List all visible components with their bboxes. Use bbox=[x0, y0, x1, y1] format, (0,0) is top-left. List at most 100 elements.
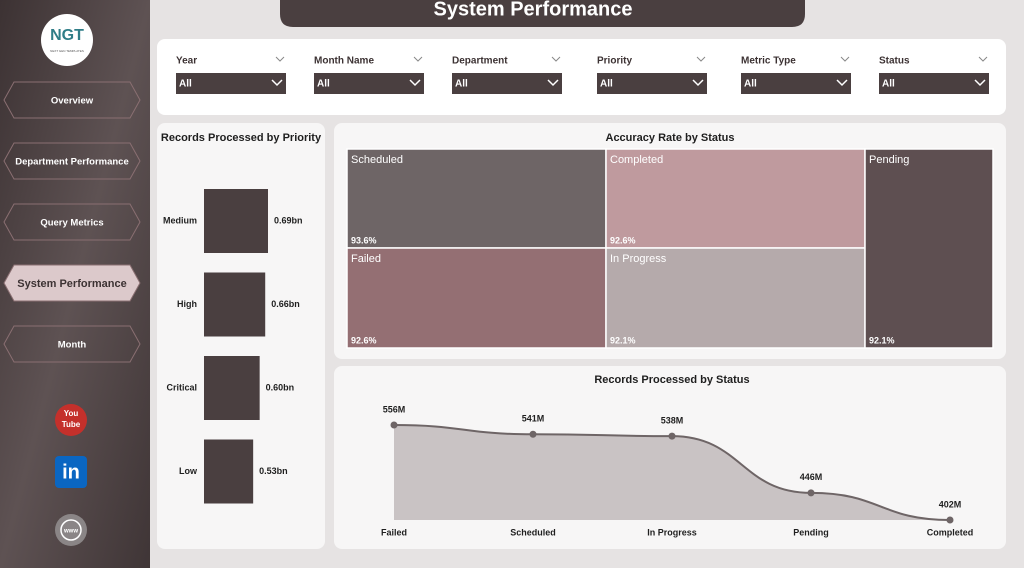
treemap-cell bbox=[864, 148, 994, 349]
filter-label: Year bbox=[176, 56, 197, 67]
title-banner bbox=[280, 0, 805, 27]
treemap-cell bbox=[605, 247, 866, 349]
category-label: Medium bbox=[163, 215, 197, 225]
chart-title: Accuracy Rate by Status bbox=[606, 132, 735, 144]
value-label: 0.66bn bbox=[271, 299, 300, 309]
x-tick-label: Pending bbox=[793, 527, 829, 537]
nav-label: Department Performance bbox=[15, 157, 129, 168]
dropdown-value: All bbox=[882, 79, 895, 90]
dropdown-value: All bbox=[179, 79, 192, 90]
value-label: 541M bbox=[522, 414, 545, 424]
filter-panel bbox=[157, 39, 1006, 115]
filter-label: Status bbox=[879, 56, 910, 67]
value-label: 92.1% bbox=[869, 335, 895, 345]
x-tick-label: Scheduled bbox=[510, 527, 556, 537]
cell-label: In Progress bbox=[610, 253, 667, 265]
dropdown-value: All bbox=[600, 79, 613, 90]
chevron bbox=[275, 56, 285, 62]
bar bbox=[204, 439, 254, 504]
chevron bbox=[692, 79, 704, 87]
value-label: 402M bbox=[939, 499, 962, 509]
dropdown[interactable] bbox=[314, 73, 424, 94]
dropdown-value: All bbox=[744, 79, 757, 90]
chevron bbox=[978, 56, 988, 62]
value-label: 92.6% bbox=[610, 235, 636, 245]
linkedin-icon[interactable] bbox=[55, 456, 87, 488]
value-label: 92.6% bbox=[351, 335, 377, 345]
bar bbox=[204, 356, 260, 420]
filter-label: Priority bbox=[597, 56, 632, 67]
icon-text: You bbox=[64, 409, 79, 418]
chevron bbox=[974, 79, 986, 87]
chart-title: Records Processed by Priority bbox=[161, 132, 322, 144]
treemap-cell bbox=[346, 148, 607, 249]
globe bbox=[60, 519, 82, 541]
dropdown[interactable] bbox=[741, 73, 851, 94]
value-label: 0.53bn bbox=[259, 466, 288, 476]
x-tick-label: In Progress bbox=[647, 527, 697, 537]
chevron bbox=[271, 79, 283, 87]
point bbox=[529, 430, 537, 438]
category-label: Low bbox=[179, 466, 198, 476]
cell-label: Pending bbox=[869, 154, 909, 166]
cell-label: Completed bbox=[610, 154, 663, 166]
icon-text: Tube bbox=[62, 420, 81, 429]
treemap-cell bbox=[346, 247, 607, 349]
dropdown[interactable] bbox=[176, 73, 286, 94]
value-label: 0.60bn bbox=[266, 382, 295, 392]
category-label: Critical bbox=[166, 382, 197, 392]
value-label: 92.1% bbox=[610, 335, 636, 345]
dropdown[interactable] bbox=[597, 73, 707, 94]
chevron bbox=[409, 79, 421, 87]
logo bbox=[41, 14, 93, 66]
chevron bbox=[840, 56, 850, 62]
bar bbox=[204, 189, 268, 253]
dropdown-value: All bbox=[317, 79, 330, 90]
nav-label: System Performance bbox=[17, 278, 126, 290]
chevron bbox=[413, 56, 423, 62]
logo-subtext: NEXT GEN TEMPLATES bbox=[50, 49, 84, 53]
nav-button[interactable] bbox=[3, 81, 141, 119]
chevron bbox=[836, 79, 848, 87]
nav-button[interactable] bbox=[3, 203, 141, 241]
value-label: 93.6% bbox=[351, 235, 377, 245]
value-label: 556M bbox=[383, 404, 406, 414]
logo-text: NGT bbox=[50, 27, 84, 44]
point bbox=[807, 489, 815, 497]
point bbox=[390, 421, 398, 429]
dropdown[interactable] bbox=[452, 73, 562, 94]
chevron bbox=[696, 56, 706, 62]
icon-text: www bbox=[63, 529, 78, 535]
youtube-icon[interactable] bbox=[55, 404, 87, 436]
bar bbox=[204, 272, 266, 337]
chevron bbox=[547, 79, 559, 87]
nav-button[interactable] bbox=[3, 325, 141, 363]
nav-label: Query Metrics bbox=[40, 218, 103, 229]
value-label: 446M bbox=[800, 472, 823, 482]
point bbox=[668, 432, 676, 440]
nav-button[interactable] bbox=[3, 264, 141, 302]
page-title: System Performance bbox=[434, 0, 633, 20]
filter-label: Metric Type bbox=[741, 56, 796, 67]
point bbox=[946, 516, 954, 524]
chart-title: Records Processed by Status bbox=[594, 374, 749, 386]
treemap-cell bbox=[605, 148, 866, 249]
filter-label: Department bbox=[452, 56, 508, 67]
value-label: 538M bbox=[661, 415, 684, 425]
nav-label: Month bbox=[58, 340, 87, 351]
icon-text: in bbox=[62, 461, 80, 483]
nav-label: Overview bbox=[51, 96, 94, 107]
nav-button[interactable] bbox=[3, 142, 141, 180]
cell-label: Scheduled bbox=[351, 154, 403, 166]
x-tick-label: Failed bbox=[381, 527, 407, 537]
cell-label: Failed bbox=[351, 253, 381, 265]
filter-label: Month Name bbox=[314, 56, 374, 67]
category-label: High bbox=[177, 299, 197, 309]
web-icon[interactable] bbox=[55, 514, 87, 546]
dropdown[interactable] bbox=[879, 73, 989, 94]
value-label: 0.69bn bbox=[274, 215, 303, 225]
chevron bbox=[551, 56, 561, 62]
x-tick-label: Completed bbox=[927, 527, 974, 537]
